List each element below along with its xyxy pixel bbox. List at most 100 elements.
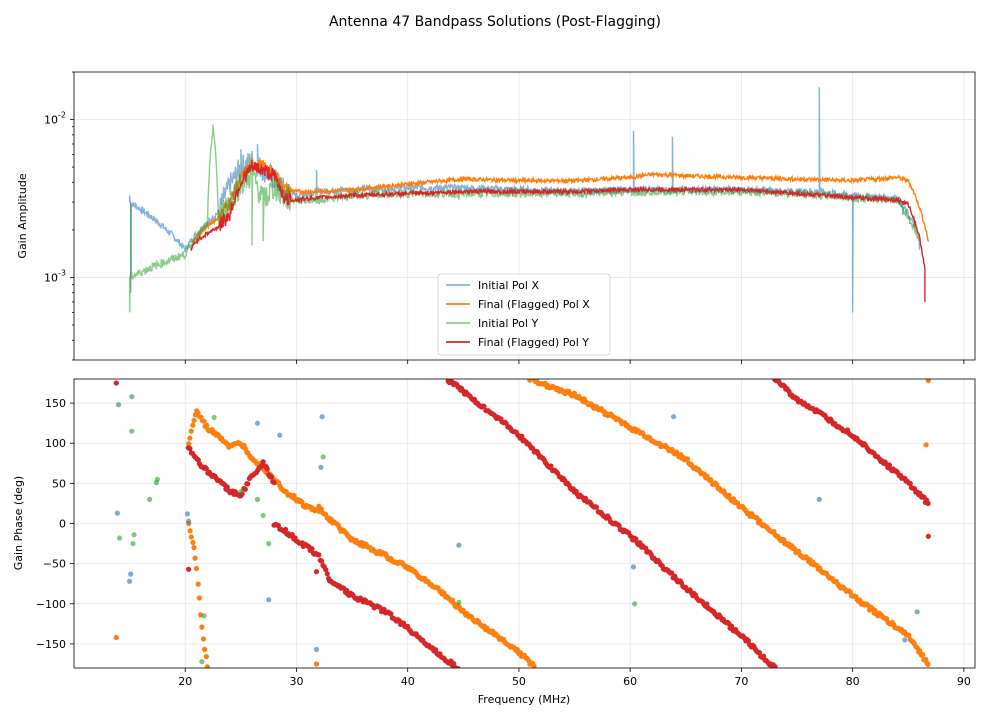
phase-outlier-point (319, 414, 325, 420)
phase-point (191, 545, 197, 551)
phase-point (318, 506, 324, 512)
phase-point (857, 597, 863, 603)
phase-point (704, 601, 710, 607)
phase-outlier-point (671, 414, 677, 420)
phase-point (199, 624, 205, 630)
phase-outlier-point (313, 646, 320, 653)
phase-point (203, 654, 209, 660)
phase-point (388, 611, 394, 617)
phase-point (187, 528, 193, 534)
amplitude-series-line (190, 160, 926, 302)
phase-point (708, 477, 714, 483)
phase-point (907, 480, 913, 487)
phase-point (324, 571, 330, 577)
phase-outlier-point (130, 541, 136, 547)
phase-point (186, 441, 192, 447)
x-tick-label: 50 (512, 675, 526, 688)
phase-point (920, 652, 926, 658)
phase-point (319, 558, 325, 564)
phase-point (729, 623, 735, 629)
amplitude-series-line (190, 157, 929, 251)
phase-y-tick-label: 0 (59, 518, 66, 531)
phase-outlier-point (184, 511, 191, 517)
phase-point (323, 567, 329, 573)
phase-point (187, 446, 193, 452)
phase-y-tick-label: −150 (36, 638, 66, 651)
legend: Initial Pol X Final (Flagged) Pol X Initia… (437, 273, 611, 356)
phase-point (309, 546, 315, 552)
phase-y-tick-label: −50 (43, 558, 66, 571)
phase-outlier-point (114, 510, 120, 516)
phase-outlier-point (313, 661, 320, 667)
phase-point (188, 534, 194, 540)
phase-point (202, 646, 208, 653)
phase-point (847, 589, 853, 595)
phase-outlier-point (254, 420, 261, 426)
phase-y-tick-label: 150 (45, 397, 66, 410)
legend-label: Initial Pol Y (478, 317, 538, 330)
phase-point (481, 403, 487, 409)
phase-y-tick-label: 100 (45, 437, 66, 450)
phase-outlier-point (113, 380, 119, 386)
amplitude-series-line (128, 124, 920, 313)
phase-point (269, 474, 275, 480)
x-tick-label: 30 (289, 675, 303, 688)
phase-outlier-point (632, 601, 638, 607)
phase-outlier-point (254, 496, 261, 502)
phase-point (906, 632, 912, 639)
phase-point (316, 552, 322, 558)
x-tick-label: 20 (178, 675, 192, 688)
phase-outlier-point (902, 637, 908, 643)
amplitude-axes-frame (73, 71, 976, 361)
phase-outlier-point (456, 542, 462, 548)
phase-outlier-point (320, 454, 326, 460)
x-tick-label: 40 (401, 675, 415, 688)
legend-label: Initial Pol X (478, 279, 539, 292)
phase-outlier-point (211, 414, 217, 421)
phase-outlier-point (199, 659, 205, 665)
phase-point (593, 504, 600, 510)
phase-y-tick-label: −100 (36, 598, 66, 611)
phase-point (195, 581, 201, 587)
phase-y-axis-label: Gain Phase (deg) (12, 476, 25, 570)
phase-outlier-point (923, 442, 929, 448)
phase-outlier-point (186, 566, 192, 572)
phase-outlier-point (925, 533, 931, 539)
legend-box (437, 273, 611, 356)
phase-outlier-point (115, 402, 122, 408)
phase-point (204, 422, 210, 428)
x-tick-label: 70 (734, 675, 748, 688)
phase-point (917, 648, 923, 654)
phase-point (531, 663, 537, 668)
phase-outlier-point (147, 496, 153, 502)
phase-outlier-point (260, 512, 266, 519)
phase-outlier-point (925, 379, 931, 384)
phase-point (203, 466, 209, 472)
phase-point (190, 539, 196, 546)
x-tick-label: 60 (623, 675, 637, 688)
phase-point (925, 500, 931, 506)
phase-outlier-point (318, 464, 324, 470)
phase-point (283, 526, 289, 533)
amplitude-y-axis-label: Gain Amplitude (16, 173, 29, 258)
phase-point (188, 428, 194, 434)
frequency-x-axis-label: Frequency (MHz) (478, 693, 570, 706)
phase-outlier-point (914, 609, 920, 615)
phase-outlier-point (129, 394, 135, 400)
phase-point (260, 459, 266, 465)
phase-point (669, 570, 675, 576)
phase-point (756, 650, 763, 656)
phase-point (519, 433, 525, 439)
phase-outlier-point (266, 597, 272, 603)
phase-outlier-point (277, 432, 283, 438)
phase-outlier-point (456, 599, 462, 605)
phase-point (192, 555, 198, 561)
phase-outlier-point (186, 518, 192, 524)
phase-outlier-point (201, 613, 207, 619)
phase-point (299, 499, 305, 505)
phase-outlier-point (128, 571, 134, 577)
phase-point (201, 418, 207, 424)
phase-outlier-point (131, 532, 137, 538)
phase-panel: 20 30 40 50 60 70 80 90 −150 −100 −50 0 50 100 150 Gai… (12, 378, 976, 706)
figure-title: Antenna 47 Bandpass Solutions (Post-Flag… (329, 14, 661, 30)
